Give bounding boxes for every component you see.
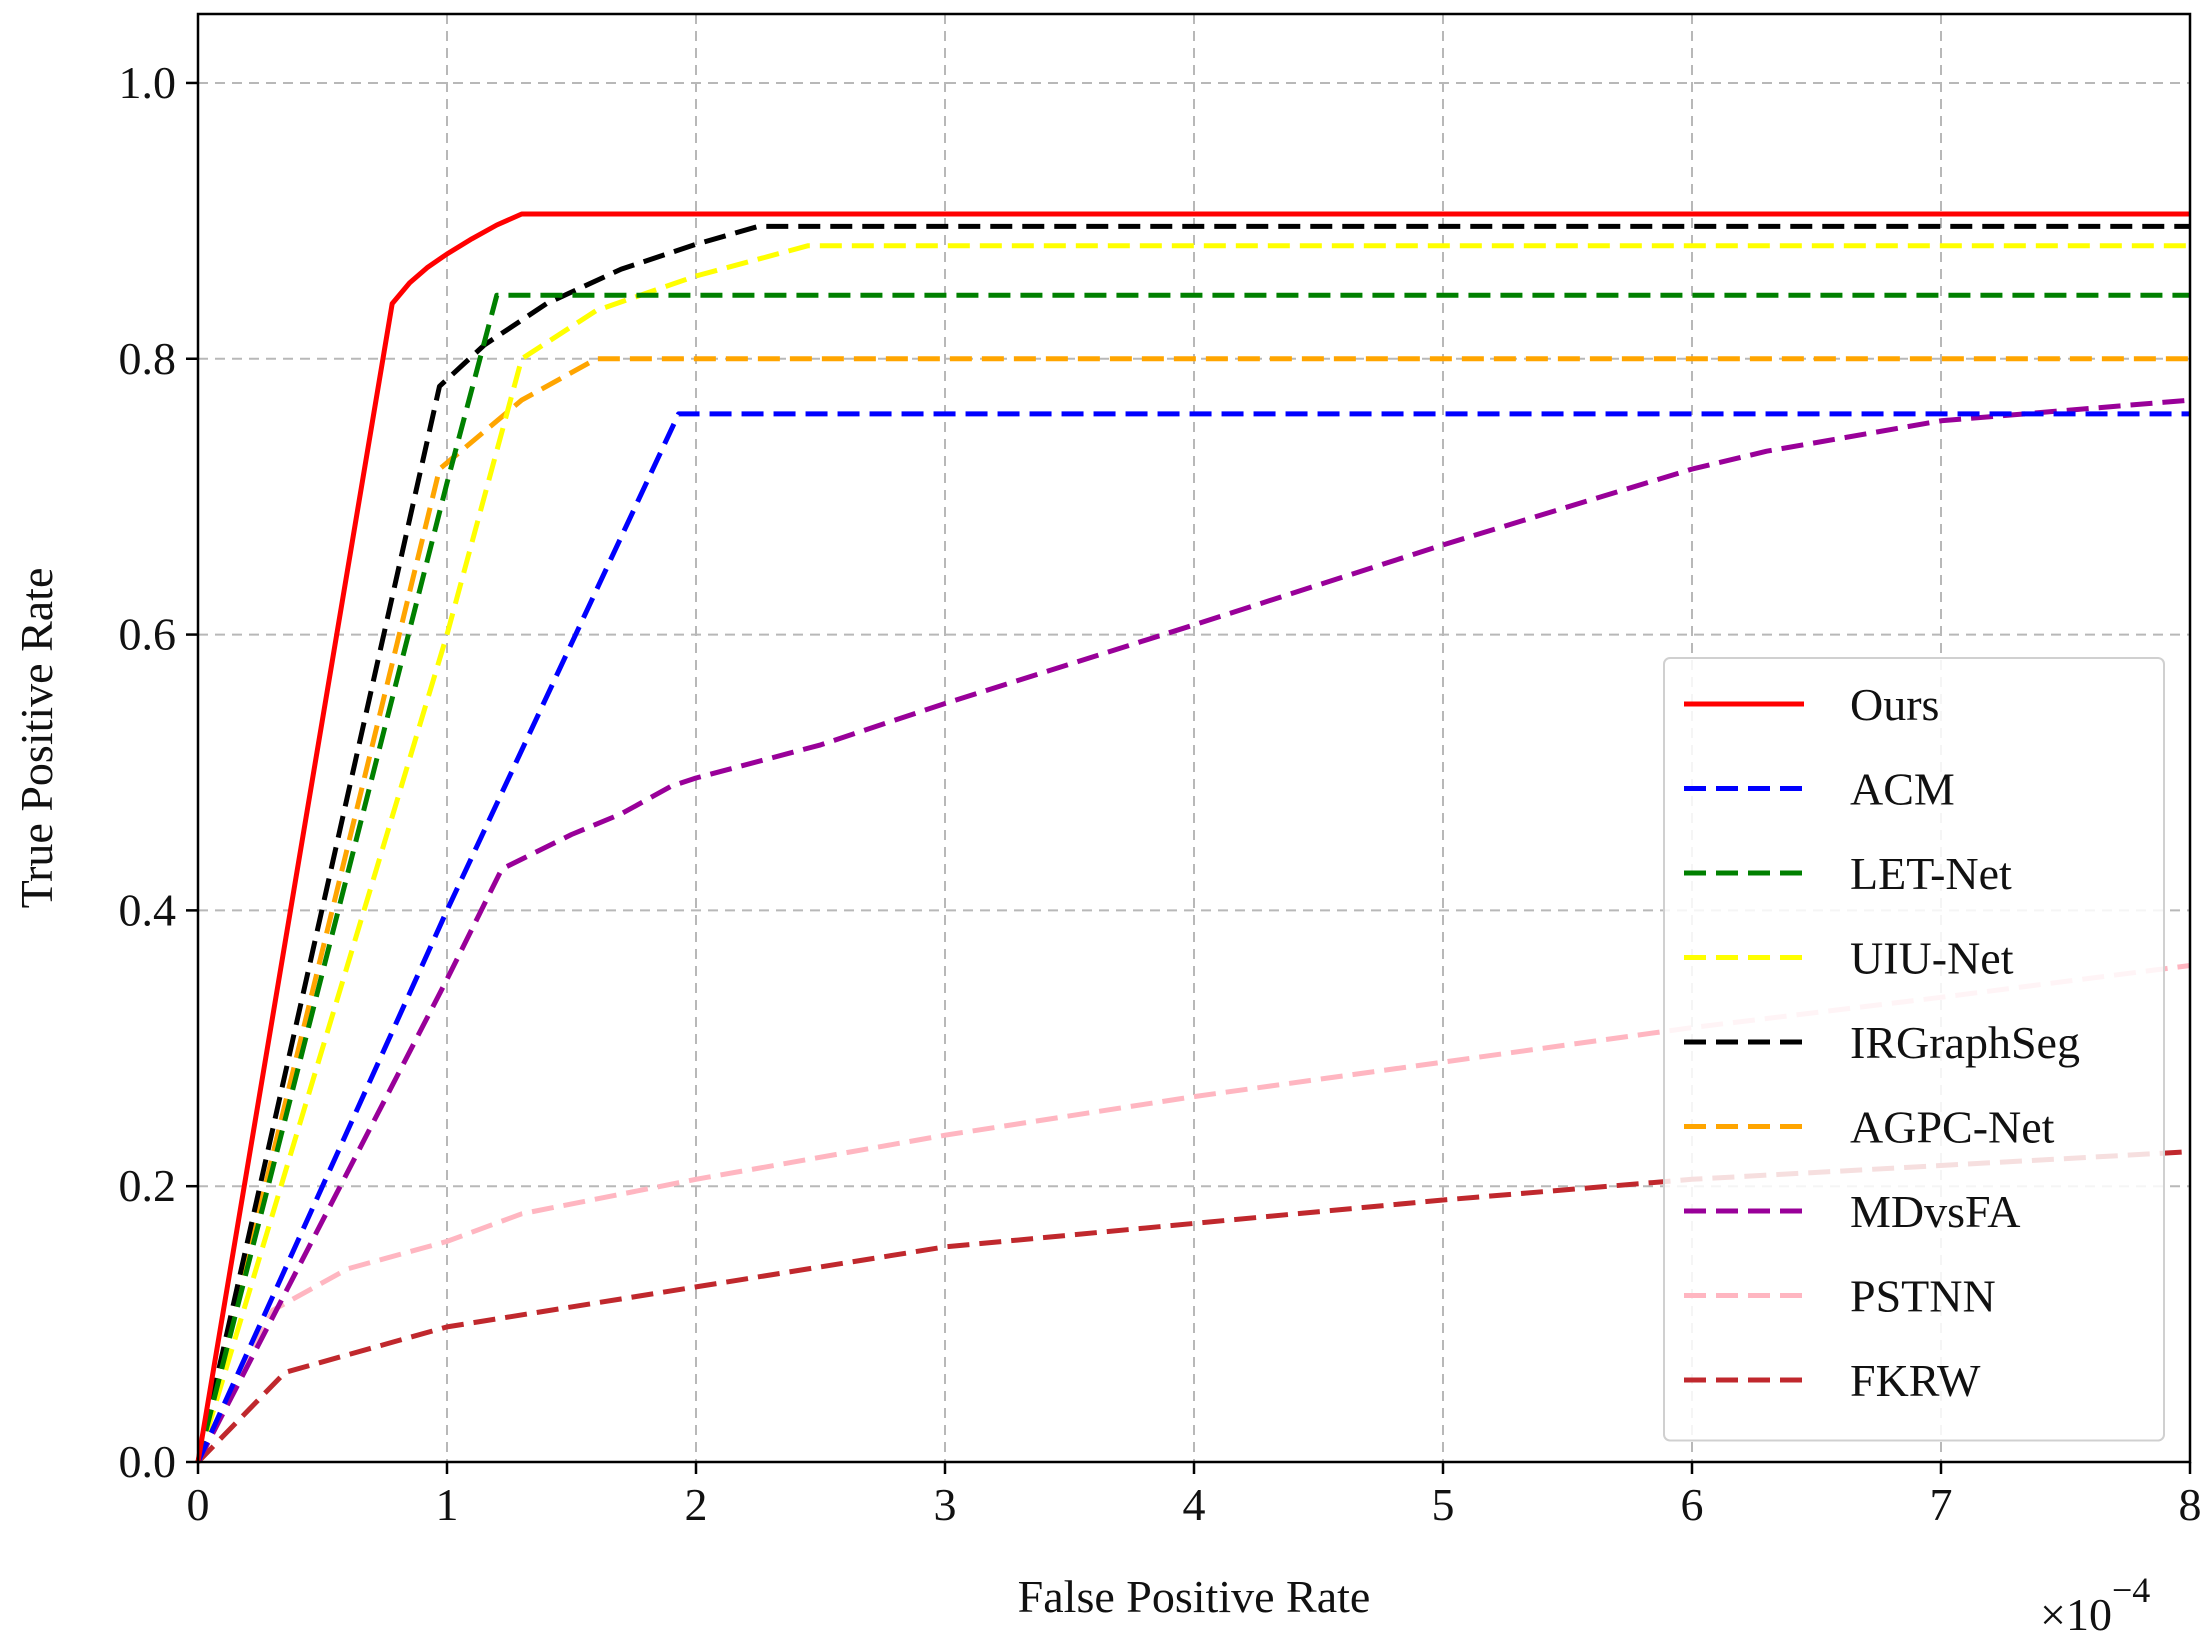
y-tick-label: 0.8 bbox=[119, 333, 177, 384]
x-multiplier-exponent: −4 bbox=[2112, 1570, 2150, 1610]
axis-ticks: 0 1 2 3 4 5 6 7 8 0.0 0.2 0.4 0.6 0.8 1.0 bbox=[119, 57, 2202, 1530]
x-tick-label: 6 bbox=[1681, 1479, 1704, 1530]
y-tick-label: 0.6 bbox=[119, 609, 177, 660]
series-line-acm bbox=[195, 411, 2190, 1464]
x-axis-multiplier: ×10−4 bbox=[2040, 1570, 2150, 1640]
x-tick-label: 8 bbox=[2179, 1479, 2202, 1530]
y-tick-label: 1.0 bbox=[119, 57, 177, 108]
legend-label-let-net: LET-Net bbox=[1850, 848, 2012, 899]
legend-label-uiu-net: UIU-Net bbox=[1850, 933, 2014, 984]
legend-label-acm: ACM bbox=[1850, 764, 1955, 815]
legend: Ours ACM LET-Net UIU-Net IRGraphSeg AGPC-Net M… bbox=[1663, 657, 2165, 1442]
x-tick-label: 7 bbox=[1930, 1479, 1953, 1530]
x-multiplier-base: ×10 bbox=[2040, 1589, 2112, 1640]
x-tick-label: 1 bbox=[436, 1479, 459, 1530]
legend-label-mdvsfa: MDvsFA bbox=[1850, 1186, 2020, 1237]
legend-label-pstnn: PSTNN bbox=[1850, 1271, 1996, 1322]
series-line-agpc-net bbox=[195, 356, 2190, 1463]
x-axis-label: False Positive Rate bbox=[1018, 1571, 1371, 1622]
series-line-irgraphseg bbox=[195, 223, 2190, 1463]
legend-label-irgraphseg: IRGraphSeg bbox=[1850, 1017, 2080, 1068]
legend-label-agpc-net: AGPC-Net bbox=[1850, 1102, 2055, 1153]
y-tick-label: 0.4 bbox=[119, 884, 177, 935]
x-tick-label: 5 bbox=[1432, 1479, 1455, 1530]
y-axis-label: True Positive Rate bbox=[11, 568, 62, 909]
series-line-ours bbox=[195, 211, 2190, 1463]
x-tick-label: 2 bbox=[685, 1479, 708, 1530]
series-line-uiu-net bbox=[195, 243, 2190, 1463]
y-tick-label: 0.0 bbox=[119, 1436, 177, 1487]
x-tick-label: 4 bbox=[1183, 1479, 1206, 1530]
y-tick-label: 0.2 bbox=[119, 1160, 177, 1211]
legend-label-fkrw: FKRW bbox=[1850, 1355, 1981, 1406]
legend-label-ours: Ours bbox=[1850, 679, 1939, 730]
series-line-let-net bbox=[195, 292, 2190, 1463]
x-tick-label: 0 bbox=[187, 1479, 210, 1530]
legend-box bbox=[1663, 657, 2165, 1442]
series-line-mdvsfa bbox=[195, 397, 2191, 1464]
x-tick-label: 3 bbox=[934, 1479, 957, 1530]
